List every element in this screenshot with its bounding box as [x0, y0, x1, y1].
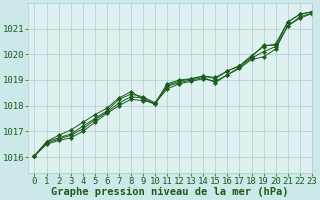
- X-axis label: Graphe pression niveau de la mer (hPa): Graphe pression niveau de la mer (hPa): [52, 187, 289, 197]
